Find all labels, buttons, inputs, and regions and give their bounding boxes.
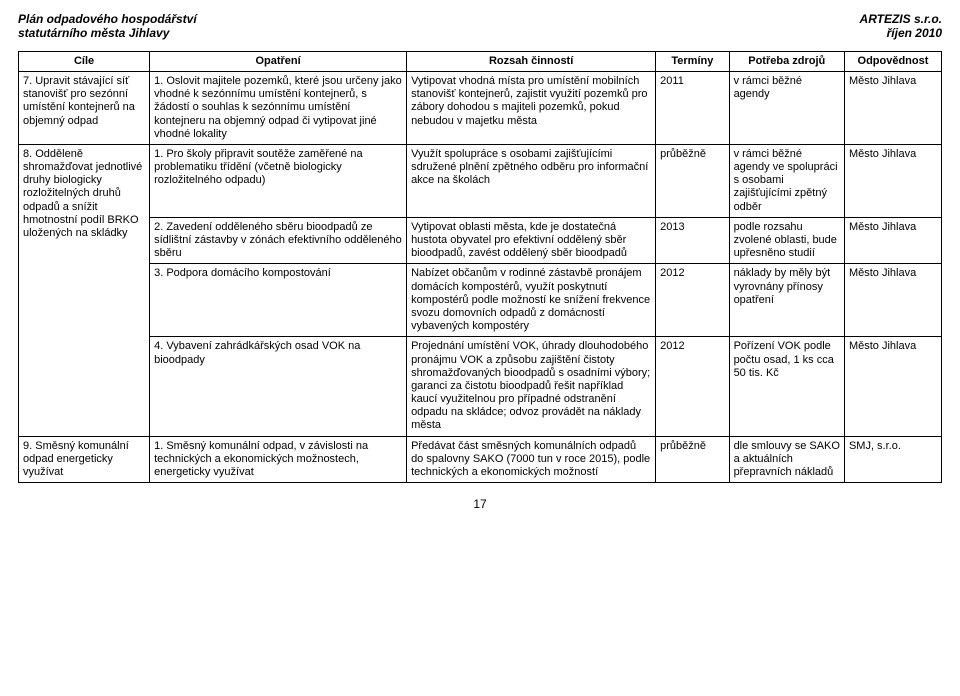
cell-odpov: Město Jihlava xyxy=(844,264,941,337)
table-row: 7. Upravit stávající síť stanovišť pro s… xyxy=(19,71,942,144)
header-right: ARTEZIS s.r.o. říjen 2010 xyxy=(860,12,942,41)
page-header: Plán odpadového hospodářství statutárníh… xyxy=(18,12,942,41)
page-number: 17 xyxy=(18,497,942,511)
cell-opatreni: 4. Vybavení zahrádkářských osad VOK na b… xyxy=(150,337,407,436)
table-row: 8. Odděleně shromažďovat jednotlivé druh… xyxy=(19,144,942,217)
cell-odpov: Město Jihlava xyxy=(844,337,941,436)
cell-termin: 2013 xyxy=(656,217,729,264)
cell-termin: 2011 xyxy=(656,71,729,144)
cell-rozsah: Využít spolupráce s osobami zajišťujícím… xyxy=(407,144,656,217)
cell-rozsah: Vytipovat vhodná místa pro umístění mobi… xyxy=(407,71,656,144)
header-left: Plán odpadového hospodářství statutárníh… xyxy=(18,12,197,41)
main-table: Cíle Opatření Rozsah činností Termíny Po… xyxy=(18,51,942,483)
cell-opatreni: 1. Pro školy připravit soutěže zaměřené … xyxy=(150,144,407,217)
cell-termin: 2012 xyxy=(656,264,729,337)
cell-cil-7: 7. Upravit stávající síť stanovišť pro s… xyxy=(19,71,150,144)
table-row: 2. Zavedení odděleného sběru bioodpadů z… xyxy=(19,217,942,264)
header-left-line2: statutárního města Jihlavy xyxy=(18,26,197,40)
cell-termin: průběžně xyxy=(656,436,729,483)
cell-opatreni: 2. Zavedení odděleného sběru bioodpadů z… xyxy=(150,217,407,264)
cell-odpov: SMJ, s.r.o. xyxy=(844,436,941,483)
cell-opatreni: 1. Oslovit majitele pozemků, které jsou … xyxy=(150,71,407,144)
cell-termin: 2012 xyxy=(656,337,729,436)
cell-zdroje: podle rozsahu zvolené oblasti, bude upře… xyxy=(729,217,844,264)
cell-zdroje: v rámci běžné agendy ve spolupráci s oso… xyxy=(729,144,844,217)
table-header-row: Cíle Opatření Rozsah činností Termíny Po… xyxy=(19,51,942,71)
cell-opatreni: 3. Podpora domácího kompostování xyxy=(150,264,407,337)
cell-zdroje: v rámci běžné agendy xyxy=(729,71,844,144)
cell-odpov: Město Jihlava xyxy=(844,71,941,144)
cell-odpov: Město Jihlava xyxy=(844,144,941,217)
table-row: 9. Směsný komunální odpad energeticky vy… xyxy=(19,436,942,483)
col-zdroje: Potřeba zdrojů xyxy=(729,51,844,71)
header-left-line1: Plán odpadového hospodářství xyxy=(18,12,197,26)
cell-termin: průběžně xyxy=(656,144,729,217)
cell-rozsah: Projednání umístění VOK, úhrady dlouhodo… xyxy=(407,337,656,436)
col-odpovednost: Odpovědnost xyxy=(844,51,941,71)
cell-cil-9: 9. Směsný komunální odpad energeticky vy… xyxy=(19,436,150,483)
cell-zdroje: dle smlouvy se SAKO a aktuálních přeprav… xyxy=(729,436,844,483)
header-right-line1: ARTEZIS s.r.o. xyxy=(860,12,942,26)
table-row: 4. Vybavení zahrádkářských osad VOK na b… xyxy=(19,337,942,436)
col-cile: Cíle xyxy=(19,51,150,71)
cell-cil-8: 8. Odděleně shromažďovat jednotlivé druh… xyxy=(19,144,150,436)
col-terminy: Termíny xyxy=(656,51,729,71)
cell-zdroje: náklady by měly být vyrovnány přínosy op… xyxy=(729,264,844,337)
header-right-line2: říjen 2010 xyxy=(860,26,942,40)
cell-rozsah: Nabízet občanům v rodinné zástavbě proná… xyxy=(407,264,656,337)
col-opatreni: Opatření xyxy=(150,51,407,71)
col-rozsah: Rozsah činností xyxy=(407,51,656,71)
cell-odpov: Město Jihlava xyxy=(844,217,941,264)
cell-opatreni: 1. Směsný komunální odpad, v závislosti … xyxy=(150,436,407,483)
table-row: 3. Podpora domácího kompostování Nabízet… xyxy=(19,264,942,337)
cell-zdroje: Pořízení VOK podle počtu osad, 1 ks cca … xyxy=(729,337,844,436)
cell-rozsah: Předávat část směsných komunálních odpad… xyxy=(407,436,656,483)
cell-rozsah: Vytipovat oblasti města, kde je dostateč… xyxy=(407,217,656,264)
